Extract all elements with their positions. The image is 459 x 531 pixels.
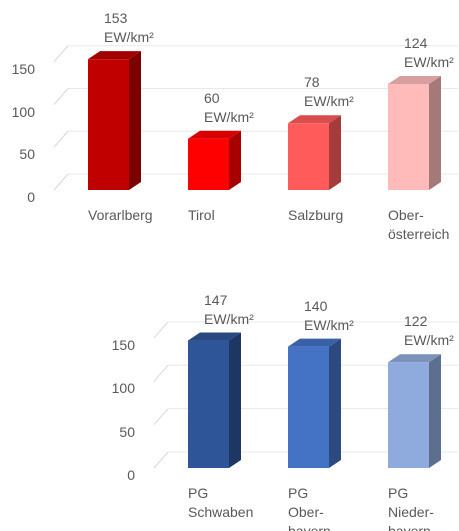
bar-side [229,130,241,190]
x-tick-label: Vorarlberg [88,207,153,223]
y-tick-label: 0 [127,467,135,483]
bar-side [329,115,341,190]
tick-mark [153,451,169,469]
value-label: 140 EW/km² [304,297,354,333]
bar-side [329,338,341,468]
value-label: 122 EW/km² [404,313,454,349]
x-tick-label: Tirol [188,207,215,223]
y-tick-label: 0 [27,189,35,205]
bar-top [188,130,241,139]
y-tick-label: 100 [11,103,35,120]
x-tick-label: PG Ober- bayern [288,485,331,531]
bar-top [288,115,341,124]
bar-top [388,354,441,363]
bar-top [388,75,441,84]
value-label: 78 EW/km² [304,74,354,110]
value-label: 124 EW/km² [404,34,454,70]
y-tick-label: 150 [111,336,135,353]
bar-side [429,75,441,190]
y-tick-label: 50 [119,423,135,440]
tick-mark [153,408,169,425]
tick-mark [153,364,169,382]
tick-mark [53,130,69,148]
bar-side [429,354,441,468]
bar-side [229,332,241,468]
tick-mark [53,45,69,63]
tick-mark [53,88,69,105]
bar [288,346,329,468]
value-label: 60 EW/km² [204,89,254,125]
tick-mark [53,173,69,191]
tick-mark [153,321,169,339]
x-tick-label: PG Schwaben [188,485,254,520]
x-tick-label: Ober- österreich [388,207,450,242]
bar [388,83,429,190]
x-tick-label: Salzburg [288,207,344,223]
bar [188,138,229,190]
value-label: 147 EW/km² [204,291,254,327]
bar [288,123,329,190]
bar [188,340,229,468]
bar [388,362,429,468]
bar-top [88,51,141,60]
y-tick-label: 150 [11,60,35,77]
x-tick-label: PG Nieder- bayern [388,485,434,531]
y-tick-label: 100 [111,380,135,397]
value-label: 153 EW/km² [104,10,154,46]
bar-top [288,338,341,347]
bar-top [188,332,241,341]
bar-side [129,51,141,191]
bar [88,59,129,191]
y-tick-label: 50 [19,146,35,163]
